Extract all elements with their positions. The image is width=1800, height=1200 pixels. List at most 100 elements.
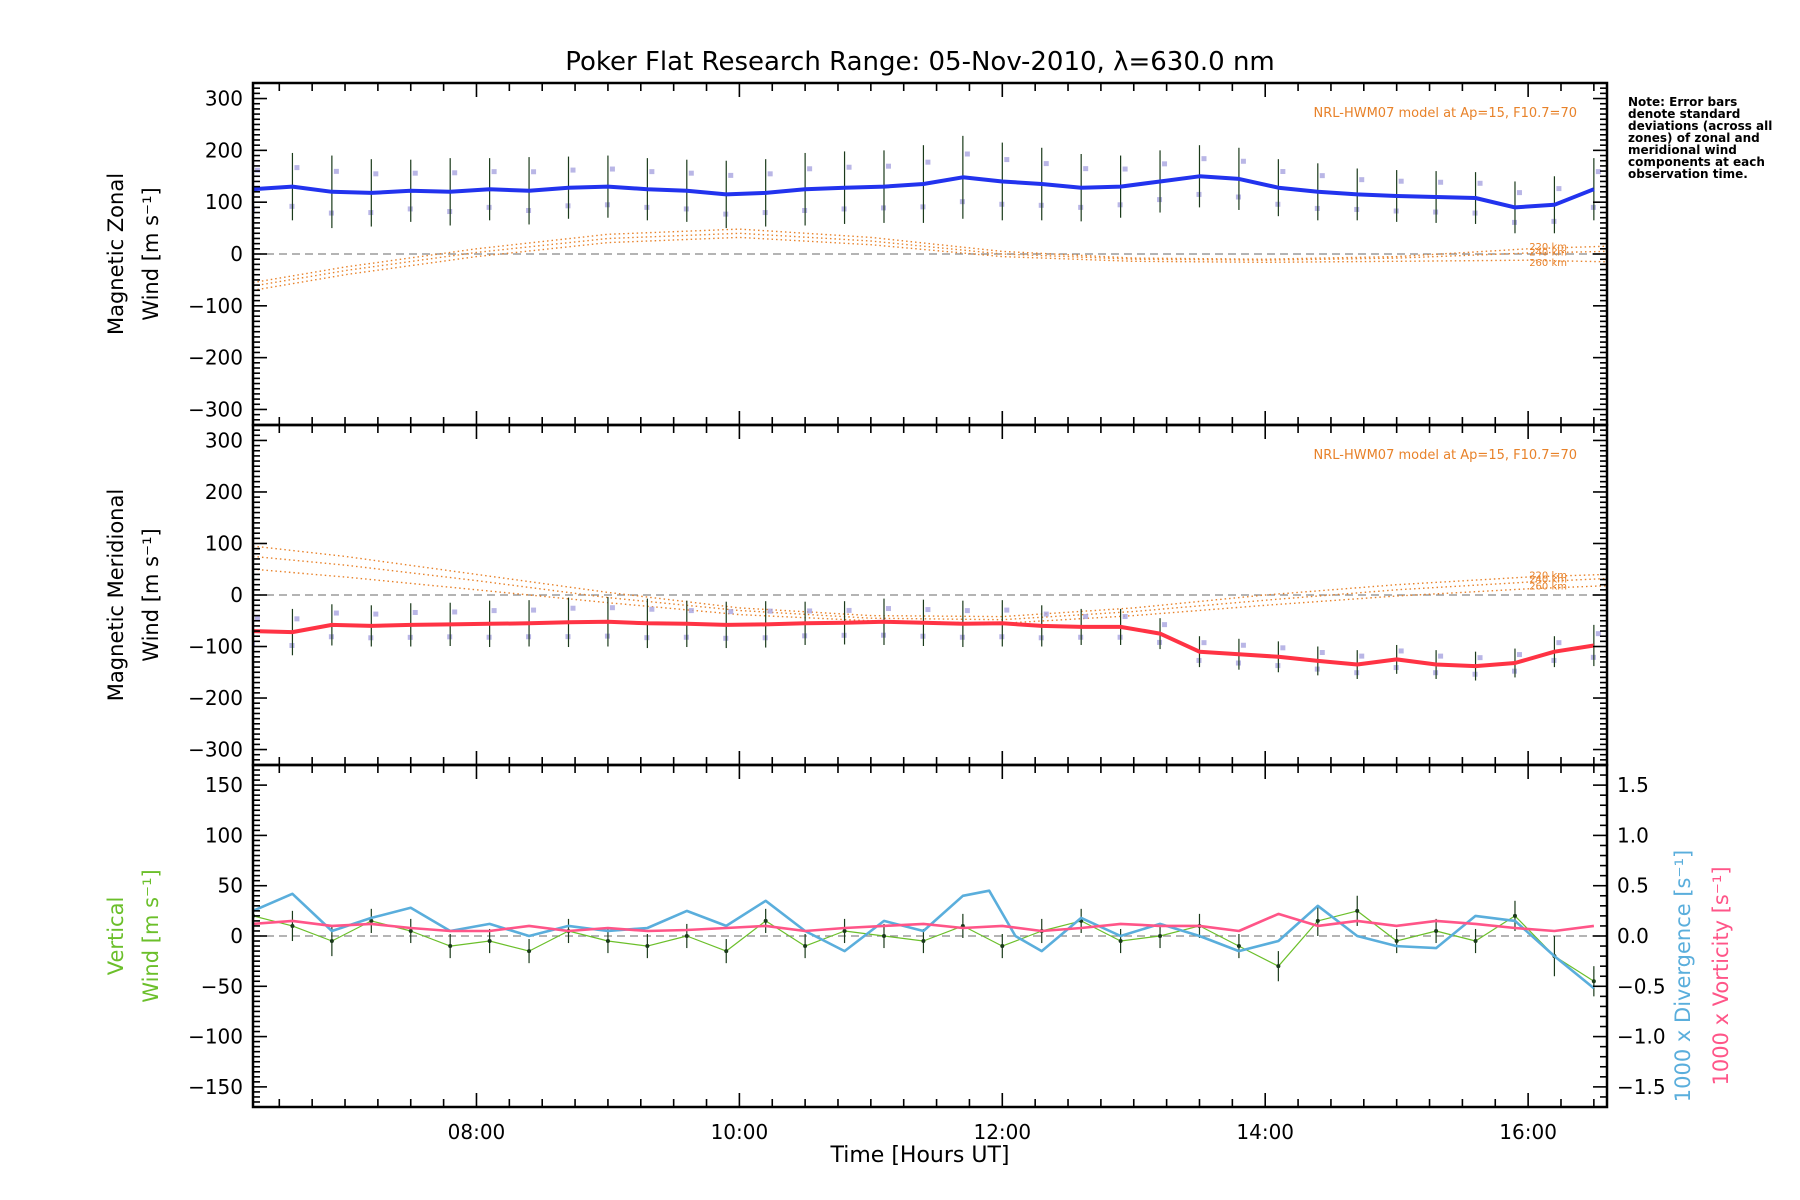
- data-point: [684, 934, 689, 938]
- zone-point: [1556, 186, 1562, 192]
- zone-point: [1004, 157, 1010, 163]
- y2-tick-label: 1.0: [1617, 823, 1649, 847]
- zone-point: [1398, 648, 1404, 654]
- zone-point: [964, 608, 970, 614]
- data-point: [1355, 908, 1360, 913]
- plot-area: [253, 135, 1607, 291]
- data-point: [487, 939, 492, 944]
- zone-point: [333, 168, 339, 174]
- zone-point: [491, 608, 497, 614]
- y2-tick-label: 0.5: [1617, 874, 1649, 898]
- y-tick-label: −100: [188, 635, 243, 659]
- zone-point: [1240, 158, 1246, 164]
- y-axis-label-line2: Wind [m s⁻¹]: [139, 869, 163, 1002]
- series-line-magnetic-meridional-wind: [253, 619, 1595, 669]
- zone-point: [1122, 166, 1128, 172]
- y2-tick-label: 1.5: [1617, 773, 1649, 797]
- zone-point: [1477, 655, 1483, 661]
- model-label: NRL-HWM07 model at Ap=15, F10.7=70: [1314, 106, 1578, 121]
- zone-point: [767, 171, 773, 177]
- data-point: [1434, 928, 1439, 933]
- y-tick-label: 0: [230, 924, 243, 948]
- zone-point: [1043, 611, 1049, 617]
- data-point: [408, 928, 413, 933]
- data-point: [645, 944, 650, 949]
- zone-point: [412, 170, 418, 176]
- data-point: [1000, 944, 1005, 949]
- y-axis-label-line1: Magnetic Zonal: [104, 173, 128, 335]
- plot-area: [253, 889, 1607, 997]
- zone-point: [1477, 180, 1483, 186]
- y-tick-label: 50: [218, 874, 243, 898]
- x-tick-label: 08:00: [448, 1120, 506, 1144]
- zone-point: [807, 166, 813, 172]
- zone-point: [925, 607, 931, 613]
- data-point: [448, 944, 453, 949]
- y-tick-label: −150: [188, 1075, 243, 1099]
- model-altitude-label: 220 km: [1529, 570, 1567, 581]
- zone-point: [1043, 161, 1049, 167]
- vertical-wind-panel: −150 −100 −50 0 50 100 150 −1.5 −1.0 −0.5 0.0 0.5 1.…: [104, 763, 1733, 1144]
- data-point: [842, 928, 847, 933]
- chart-title: Poker Flat Research Range: 05-Nov-2010, …: [565, 47, 1275, 77]
- zone-point: [1438, 179, 1444, 185]
- zone-point: [649, 606, 655, 612]
- zone-point: [688, 170, 694, 176]
- zone-point: [1398, 178, 1404, 184]
- zone-point: [1280, 168, 1286, 174]
- zone-point: [728, 172, 734, 178]
- y2-tick-label: −1.0: [1617, 1025, 1666, 1049]
- zone-point: [255, 167, 260, 173]
- zone-point: [609, 605, 615, 611]
- model-label: NRL-HWM07 model at Ap=15, F10.7=70: [1314, 448, 1578, 463]
- y-tick-label: 150: [205, 773, 243, 797]
- zone-point: [1122, 614, 1128, 620]
- y-tick-label: −100: [188, 1025, 243, 1049]
- model-altitude-label: 260 km: [1529, 258, 1567, 269]
- zone-point: [1240, 642, 1246, 648]
- data-point: [881, 934, 886, 938]
- model-altitude-label: 220 km: [1529, 242, 1567, 253]
- data-point: [329, 939, 334, 944]
- y-axis-label-line1: Magnetic Meridional: [104, 489, 128, 701]
- error-bar-note: Note: Error bars denote standard deviati…: [1628, 95, 1773, 181]
- y-axis-label-line2: Wind [m s⁻¹]: [139, 187, 163, 320]
- zone-point: [255, 615, 260, 621]
- y-tick-label: 0: [230, 242, 243, 266]
- series-line-magnetic-zonal-wind: [253, 174, 1595, 210]
- zone-point: [531, 169, 537, 175]
- data-point: [1236, 944, 1241, 949]
- zone-point: [846, 607, 852, 613]
- data-point: [1315, 918, 1320, 923]
- zone-point: [570, 167, 576, 173]
- x-axis-label: Time [Hours UT]: [830, 1143, 1010, 1168]
- zone-point: [846, 164, 852, 170]
- zone-point: [570, 605, 576, 611]
- zone-point: [964, 151, 970, 157]
- zone-point: [1516, 652, 1522, 658]
- y-tick-label: −50: [201, 974, 243, 998]
- zone-point: [1162, 622, 1168, 628]
- data-point: [1118, 939, 1123, 944]
- zone-point: [885, 163, 891, 169]
- y2-axis-label-vorticity: 1000 x Vorticity [s⁻¹]: [1709, 866, 1733, 1085]
- y2-tick-label: −0.5: [1617, 974, 1666, 998]
- zone-point: [925, 159, 931, 165]
- model-curve-260-km: [253, 568, 1607, 625]
- y-tick-label: 300: [205, 87, 243, 111]
- zone-point: [1595, 169, 1601, 175]
- zone-point: [609, 166, 615, 172]
- x-tick-label: 12:00: [973, 1120, 1031, 1144]
- data-point: [1394, 939, 1399, 944]
- zone-point: [1004, 607, 1010, 613]
- y-tick-label: −200: [188, 686, 243, 710]
- zone-point: [1359, 177, 1365, 183]
- zone-point: [885, 606, 891, 612]
- zone-point: [452, 170, 458, 176]
- zone-point: [294, 616, 300, 622]
- zone-point: [333, 610, 339, 616]
- zone-point: [767, 608, 773, 614]
- zone-point: [373, 171, 379, 177]
